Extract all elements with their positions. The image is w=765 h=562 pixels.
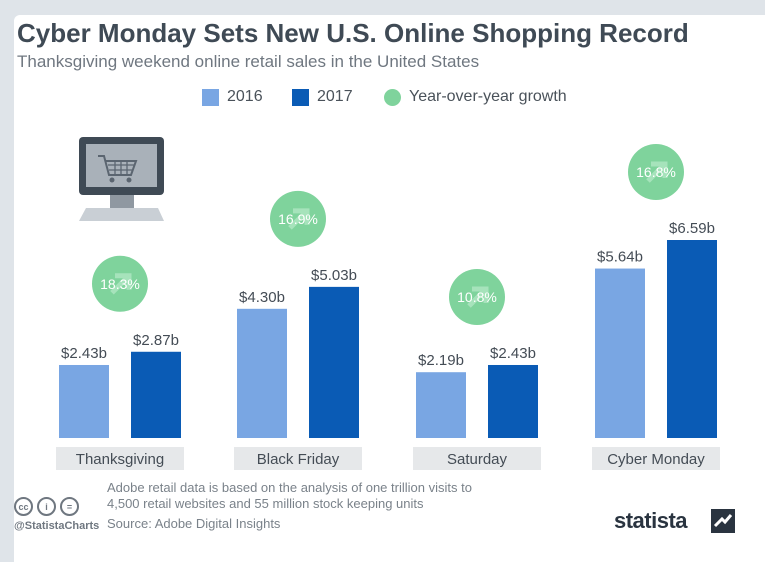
bar-2017: [488, 364, 538, 438]
arrow-up-right-icon: [110, 273, 132, 295]
tick-label: Saturday: [447, 451, 508, 468]
footer-note: Adobe retail data is based on the analys…: [107, 480, 472, 511]
legend-label-growth: Year-over-year growth: [409, 88, 567, 105]
chart-subtitle: Thanksgiving weekend online retail sales…: [17, 52, 480, 71]
data-label-2017: $5.03b: [311, 267, 357, 284]
statista-logo[interactable]: statista: [614, 508, 688, 533]
bar-chart: $2.43b $2.87b Thanksgiving 18.3% $4.30b $5.03…: [56, 137, 720, 470]
creative-commons-icon: cc i =: [14, 497, 83, 516]
bar-2016: [59, 364, 109, 438]
growth-label: 16.9%: [278, 211, 318, 227]
statista-logo-icon: [711, 509, 735, 533]
computer-shopping-cart-icon: [79, 137, 164, 221]
category-band: [592, 447, 720, 470]
legend-swatch-2017: [292, 88, 309, 106]
category-band: [234, 447, 362, 470]
category-band: [56, 447, 184, 470]
growth-label: 16.8%: [636, 164, 676, 180]
data-label-2016: $4.30b: [239, 289, 285, 306]
chart-title: Cyber Monday Sets New U.S. Online Shoppi…: [17, 18, 689, 48]
no-derivatives-icon: =: [60, 497, 79, 516]
arrow-up-right-icon: [467, 286, 489, 308]
data-label-2017: $6.59b: [669, 220, 715, 237]
category-band: [413, 447, 541, 470]
legend-item-growth: Year-over-year growth: [384, 88, 567, 106]
arrow-up-right-icon: [646, 161, 668, 183]
tick-label: Black Friday: [257, 451, 340, 468]
attribution-icon: i: [37, 497, 56, 516]
bar-2017: [131, 351, 181, 438]
tick-label: Cyber Monday: [607, 451, 705, 468]
legend-item-2016: 2016: [202, 88, 263, 106]
social-handle: @StatistaCharts: [14, 520, 100, 532]
growth-label: 10.8%: [457, 289, 497, 305]
bar-2016: [416, 372, 466, 438]
legend-label-2016: 2016: [227, 88, 263, 105]
cc-icon: cc: [14, 497, 33, 516]
legend-label-2017: 2017: [317, 88, 353, 105]
data-label-2016: $5.64b: [597, 249, 643, 266]
legend-dot-growth: [384, 88, 401, 106]
legend-swatch-2016: [202, 88, 219, 106]
bar-2017: [309, 286, 359, 438]
source-text: Source: Adobe Digital Insights: [107, 516, 281, 531]
data-label-2016: $2.43b: [61, 345, 107, 362]
data-label-2017: $2.87b: [133, 332, 179, 349]
legend-item-2017: 2017: [292, 88, 353, 106]
arrow-up-right-icon: [288, 208, 310, 230]
bar-2017: [667, 240, 717, 438]
data-label-2017: $2.43b: [490, 345, 536, 362]
growth-label: 18.3%: [100, 276, 140, 292]
data-label-2016: $2.19b: [418, 352, 464, 369]
bar-2016: [237, 308, 287, 438]
bar-2016: [595, 268, 645, 438]
tick-label: Thanksgiving: [76, 451, 164, 468]
